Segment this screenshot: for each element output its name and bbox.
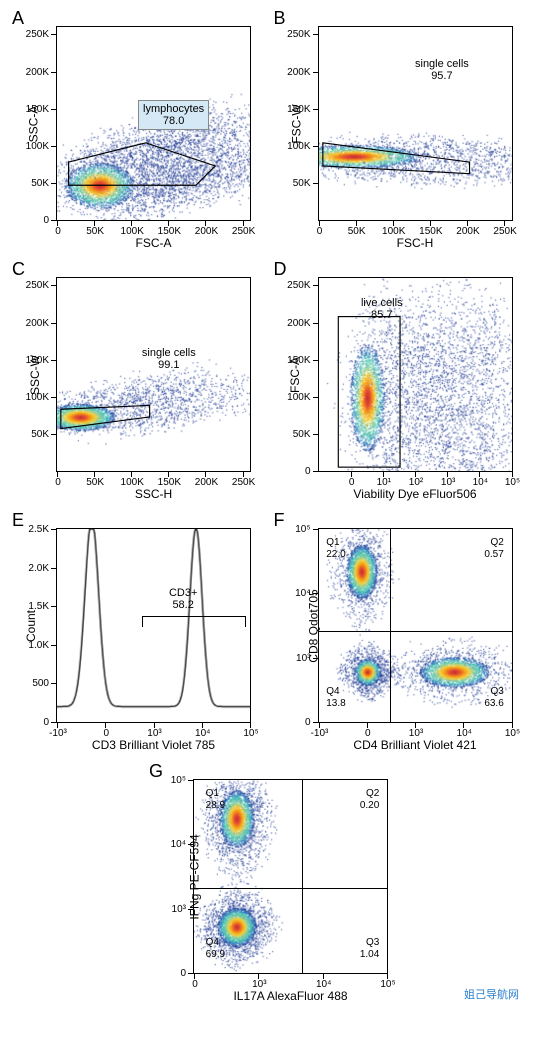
q2-label: Q20.20 [360,788,379,812]
panel-D: D FSC-A Viability Dye eFluor506 live cel… [270,259,526,504]
gate-pct: 95.7 [431,70,452,82]
density-canvas [319,27,512,220]
panel-G: G IFNg PE-CF594 IL17A AlexaFluor 488 Q12… [8,761,525,1006]
q3-label: Q31.04 [360,937,379,961]
x-axis-label: CD4 Brilliant Violet 421 [353,738,476,752]
gate-pct: 58.2 [172,599,193,611]
chart-A: SSC-A FSC-A lymphocytes 78.0 050K100K150… [56,26,251,221]
density-canvas [319,529,512,722]
x-axis-label: IL17A AlexaFluor 488 [233,989,347,1003]
histogram-canvas [57,529,250,722]
x-axis-label: FSC-A [136,236,172,250]
q1-label: Q128.9 [206,788,225,812]
q2-label: Q20.57 [484,537,503,561]
panel-E: E Count CD3 Brilliant Violet 785 CD3+ 58… [8,510,264,755]
density-canvas [57,278,250,471]
gate-pct: 99.1 [158,359,179,371]
quadrant-v [390,529,391,722]
x-axis-label: FSC-H [397,236,434,250]
chart-D: FSC-A Viability Dye eFluor506 live cells… [318,277,513,472]
panel-letter: C [12,259,25,280]
watermark: 姐己导航网 [460,984,523,1004]
chart-C: SSC-W SSC-H single cells 99.1 50K100K150… [56,277,251,472]
chart-B: FSC-W FSC-H single cells 95.7 50K100K150… [318,26,513,221]
chart-F: CD8 Qdot705 CD4 Brilliant Violet 421 Q12… [318,528,513,723]
panel-letter: G [149,761,163,782]
gate-label: single cells 95.7 [415,58,469,82]
gate-label: single cells 99.1 [142,347,196,371]
gate-pct: 78.0 [163,115,184,127]
quadrant-v [302,780,303,973]
panel-letter: A [12,8,24,29]
chart-G: IFNg PE-CF594 IL17A AlexaFluor 488 Q128.… [193,779,388,974]
q1-label: Q122.0 [326,537,345,561]
quadrant-h [319,631,512,632]
histogram-gate [142,616,246,617]
gate-label: CD3+ 58.2 [169,587,197,611]
gate-label: lymphocytes 78.0 [138,100,209,130]
gate-label: live cells 85.7 [361,297,403,321]
x-axis-label: CD3 Brilliant Violet 785 [92,738,215,752]
panel-letter: F [274,510,285,531]
q3-label: Q363.6 [484,686,503,710]
y-axis-label: IFNg PE-CF594 [188,834,202,919]
y-axis-label: Count [24,609,38,641]
panel-letter: D [274,259,287,280]
gate-pct: 85.7 [371,309,392,321]
y-axis-label: CD8 Qdot705 [306,589,320,662]
chart-E: Count CD3 Brilliant Violet 785 CD3+ 58.2… [56,528,251,723]
figure-grid: A SSC-A FSC-A lymphocytes 78.0 050K100K1… [8,8,525,1006]
gate-name: single cells [142,347,196,359]
q4-label: Q413.8 [326,686,345,710]
gate-name: single cells [415,58,469,70]
panel-letter: E [12,510,24,531]
panel-A: A SSC-A FSC-A lymphocytes 78.0 050K100K1… [8,8,264,253]
gate-name: CD3+ [169,587,197,599]
x-axis-label: Viability Dye eFluor506 [353,487,476,501]
panel-letter: B [274,8,286,29]
gate-name: lymphocytes [143,103,204,115]
density-canvas [319,278,512,471]
panel-F: F CD8 Qdot705 CD4 Brilliant Violet 421 Q… [270,510,526,755]
panel-C: C SSC-W SSC-H single cells 99.1 50K100K1… [8,259,264,504]
q4-label: Q469.9 [206,937,225,961]
x-axis-label: SSC-H [135,487,172,501]
quadrant-h [194,888,387,889]
gate-name: live cells [361,297,403,309]
panel-B: B FSC-W FSC-H single cells 95.7 50K100K1… [270,8,526,253]
